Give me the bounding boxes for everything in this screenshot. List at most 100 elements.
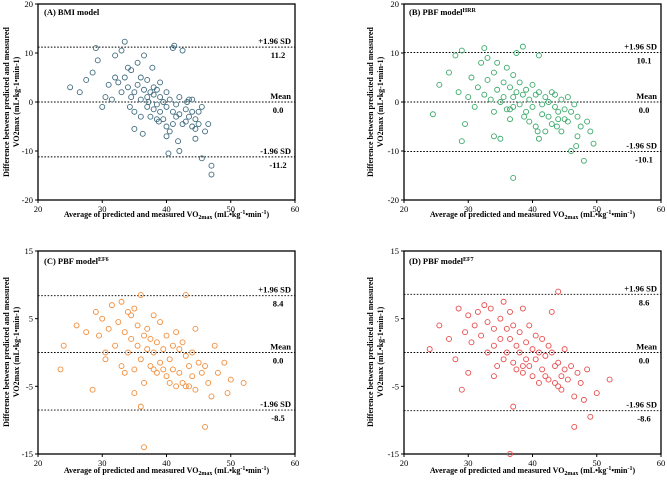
panel-c-point — [202, 363, 209, 369]
panel-a-y-tick-label: 10 — [25, 48, 34, 58]
panel-c-point — [240, 380, 247, 386]
panel-d-point — [555, 288, 562, 295]
panel-d-point — [484, 349, 491, 356]
panel-a-point — [175, 138, 182, 145]
panel-a-point — [121, 74, 128, 81]
panel-d-y-tick-label: 5 — [395, 314, 399, 324]
panel-c-point — [153, 339, 160, 346]
panel-c-point — [202, 423, 209, 430]
panel-b-point — [468, 74, 475, 81]
panel-c-x-tick-label: 40 — [162, 458, 171, 468]
panel-c-point — [166, 380, 173, 386]
panel-b-reference-lines: +1.96 SD 10.1 Mean 0.0 -1.96 SD -10.1 — [404, 42, 661, 164]
panel-c-point — [173, 329, 180, 336]
panel-a-x-tick-label: 40 — [162, 204, 171, 214]
panel-b-point — [497, 99, 504, 105]
panel-c-lower-loa-label: -1.96 SD — [260, 399, 291, 409]
panel-d-point — [436, 322, 443, 329]
panel-d-point — [481, 302, 488, 309]
panel-a-point — [198, 155, 205, 162]
panel-a-point — [189, 96, 196, 103]
panel-c-points — [57, 292, 247, 451]
panel-a-point — [150, 91, 157, 98]
panel-d-point — [452, 356, 459, 363]
panel-a-point — [157, 108, 164, 115]
panel-a-x-axis: 20 30 40 50 60 — [34, 200, 300, 214]
panel-d-point — [426, 346, 433, 353]
panel-c-x-tick-label: 30 — [98, 458, 107, 468]
panel-c-point — [102, 349, 109, 356]
panel-c-point — [124, 308, 131, 315]
panel-a-point — [179, 47, 186, 54]
panel-b-lower-loa-label: -1.96 SD — [626, 140, 657, 150]
panel-b-title: (B) PBF modelHRR — [409, 7, 477, 17]
panel-d-point — [503, 349, 510, 356]
panel-c-point — [99, 315, 106, 322]
panel-a-point — [144, 76, 151, 83]
panel-d-point — [513, 342, 520, 349]
panel-c-point — [211, 342, 218, 349]
panel-a-point — [208, 171, 215, 178]
panel-c-upper-loa-label: +1.96 SD — [258, 285, 291, 295]
panel-a-lower-loa-value: -11.2 — [269, 160, 286, 170]
panel-b-x-tick-label: 60 — [657, 204, 666, 214]
panel-c-point — [141, 380, 147, 386]
panel-b-point — [507, 116, 513, 123]
panel-b-point — [494, 59, 501, 66]
panel-c-point — [144, 325, 151, 332]
panel-b-point — [500, 94, 507, 101]
panel-d-upper-loa-value: 8.6 — [639, 297, 650, 307]
panel-c-x-tick-label: 60 — [291, 458, 300, 468]
panel-a-point — [83, 76, 90, 83]
panel-a-x-tick-label: 20 — [34, 204, 43, 214]
panel-b-y-tick-label: -10 — [388, 146, 399, 156]
panel-d-point — [535, 349, 542, 356]
panel-d-point — [507, 308, 513, 315]
panel-d-point — [593, 390, 600, 397]
panel-a: (A) BMI model -20 -10 0 10 20 20 30 40 50 60 +1.… — [2, 0, 299, 221]
panel-d-point — [497, 336, 504, 342]
panel-c-point — [195, 359, 202, 366]
panel-d-x-tick-label: 60 — [657, 458, 666, 468]
panel-d-point — [491, 325, 497, 332]
panel-a-point — [128, 94, 135, 101]
panel-d-upper-loa-label: +1.96 SD — [624, 283, 657, 293]
panel-b-point — [484, 54, 491, 61]
panel-b-point — [553, 123, 560, 130]
panel-b-point — [552, 91, 558, 98]
panel-b-point — [481, 91, 488, 98]
panel-d-x-label: Average of predicted and measured VO2max… — [430, 466, 636, 477]
panel-a-point — [131, 125, 138, 132]
panel-c-point — [163, 332, 170, 339]
panel-a-point — [169, 121, 176, 128]
panel-d-point — [561, 366, 568, 373]
panel-a-point — [145, 99, 152, 105]
panel-b-y-label-line2: VO2max (mL•kg-1•min-1) — [376, 56, 385, 147]
panel-a-point — [144, 94, 151, 101]
panel-d-point — [500, 298, 507, 305]
panel-a-y-tick-label: 20 — [25, 0, 34, 9]
panel-b-point — [526, 118, 533, 125]
panel-b-point — [542, 128, 549, 135]
panel-b-point — [481, 45, 488, 52]
panel-d-point — [545, 376, 552, 383]
panel-c-point — [221, 359, 228, 366]
panel-d-point — [577, 380, 584, 386]
panel-b-mean-value: 0.0 — [639, 105, 650, 115]
panel-a-point — [182, 118, 189, 125]
panel-b-y-tick-label: 0 — [395, 97, 399, 107]
panel-a-x-tick-label: 60 — [291, 204, 300, 214]
panel-d-points — [426, 288, 613, 457]
panel-d-point — [519, 363, 526, 369]
panel-a-upper-loa-value: 11.2 — [271, 50, 285, 60]
panel-a-point — [141, 52, 147, 59]
panel-a-point — [149, 64, 156, 71]
panel-d-point — [494, 363, 501, 369]
panel-c-point — [160, 366, 167, 373]
panel-b-point — [510, 174, 517, 181]
panel-b-x-tick-label: 20 — [400, 204, 409, 214]
panel-b-lower-loa-value: -10.1 — [635, 154, 653, 164]
panel-b-point — [491, 69, 497, 76]
panel-a-point — [160, 99, 167, 105]
